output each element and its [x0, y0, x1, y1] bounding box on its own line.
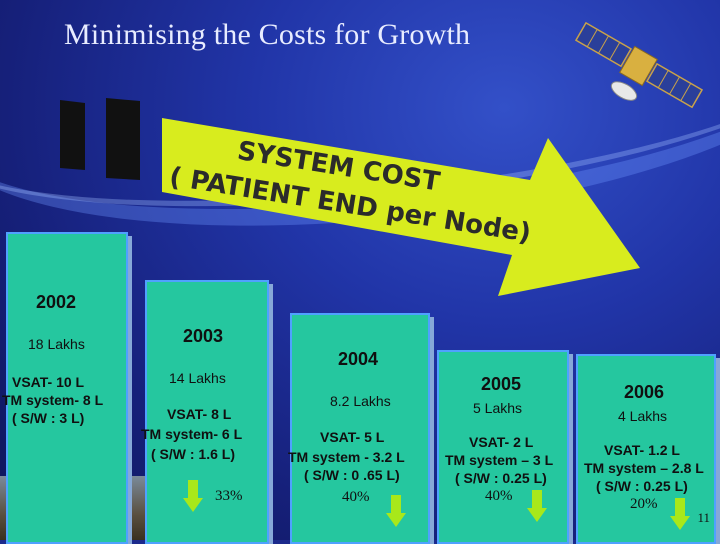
cost-value: 5 Lakhs	[473, 400, 523, 416]
reduction-percent: 40%	[485, 488, 513, 504]
down-arrow-icon	[386, 495, 406, 527]
tm-system-cost: TM system- 8 L	[2, 392, 104, 408]
year-label: 2002	[36, 292, 77, 312]
reduction-percent: 40%	[342, 489, 370, 505]
down-arrow-icon	[670, 498, 690, 530]
year-label: 2006	[624, 382, 665, 402]
vsat-cost: VSAT- 8 L	[167, 406, 232, 422]
vsat-cost: VSAT- 5 L	[320, 429, 385, 445]
software-cost: ( S/W : 0 .65 L)	[304, 467, 400, 483]
tm-system-cost: TM system – 2.8 L	[584, 460, 704, 476]
slide-title: Minimising the Costs for Growth	[64, 18, 471, 51]
software-cost: ( S/W : 3 L)	[12, 410, 85, 426]
reduction-percent: 33%	[215, 488, 243, 504]
reduction-percent: 20%	[630, 496, 658, 512]
vsat-cost: VSAT- 1.2 L	[604, 442, 680, 458]
year-label: 2005	[481, 374, 522, 394]
vsat-cost: VSAT- 10 L	[12, 374, 85, 390]
cost-value: 14 Lakhs	[169, 370, 226, 386]
year-box-2006: 2006 4 Lakhs VSAT- 1.2 L TM system – 2.8…	[576, 354, 716, 544]
arrow-tail-bar-1	[60, 100, 85, 170]
arrow-tail-bar-2	[106, 98, 140, 180]
cost-value: 18 Lakhs	[28, 336, 85, 352]
year-label: 2003	[183, 326, 224, 346]
tm-system-cost: TM system – 3 L	[445, 452, 554, 468]
slide-number: 11	[697, 510, 710, 525]
year-box-2002: 2002 18 Lakhs VSAT- 10 L TM system- 8 L …	[2, 232, 128, 544]
tm-system-cost: TM system- 6 L	[141, 426, 243, 442]
down-arrow-icon	[527, 490, 547, 522]
year-label: 2004	[338, 349, 379, 369]
vsat-cost: VSAT- 2 L	[469, 434, 534, 450]
year-box-2003: 2003 14 Lakhs VSAT- 8 L TM system- 6 L (…	[141, 280, 269, 544]
down-arrow-icon	[183, 480, 203, 512]
year-box-2004: 2004 8.2 Lakhs VSAT- 5 L TM system - 3.2…	[288, 313, 430, 544]
tm-system-cost: TM system - 3.2 L	[288, 449, 405, 465]
satellite-icon	[574, 21, 704, 109]
software-cost: ( S/W : 0.25 L)	[596, 478, 688, 494]
software-cost: ( S/W : 0.25 L)	[455, 470, 547, 486]
cost-value: 8.2 Lakhs	[330, 393, 391, 409]
cost-value: 4 Lakhs	[618, 408, 668, 424]
year-box-2005: 2005 5 Lakhs VSAT- 2 L TM system – 3 L (…	[437, 350, 569, 544]
software-cost: ( S/W : 1.6 L)	[151, 446, 235, 462]
